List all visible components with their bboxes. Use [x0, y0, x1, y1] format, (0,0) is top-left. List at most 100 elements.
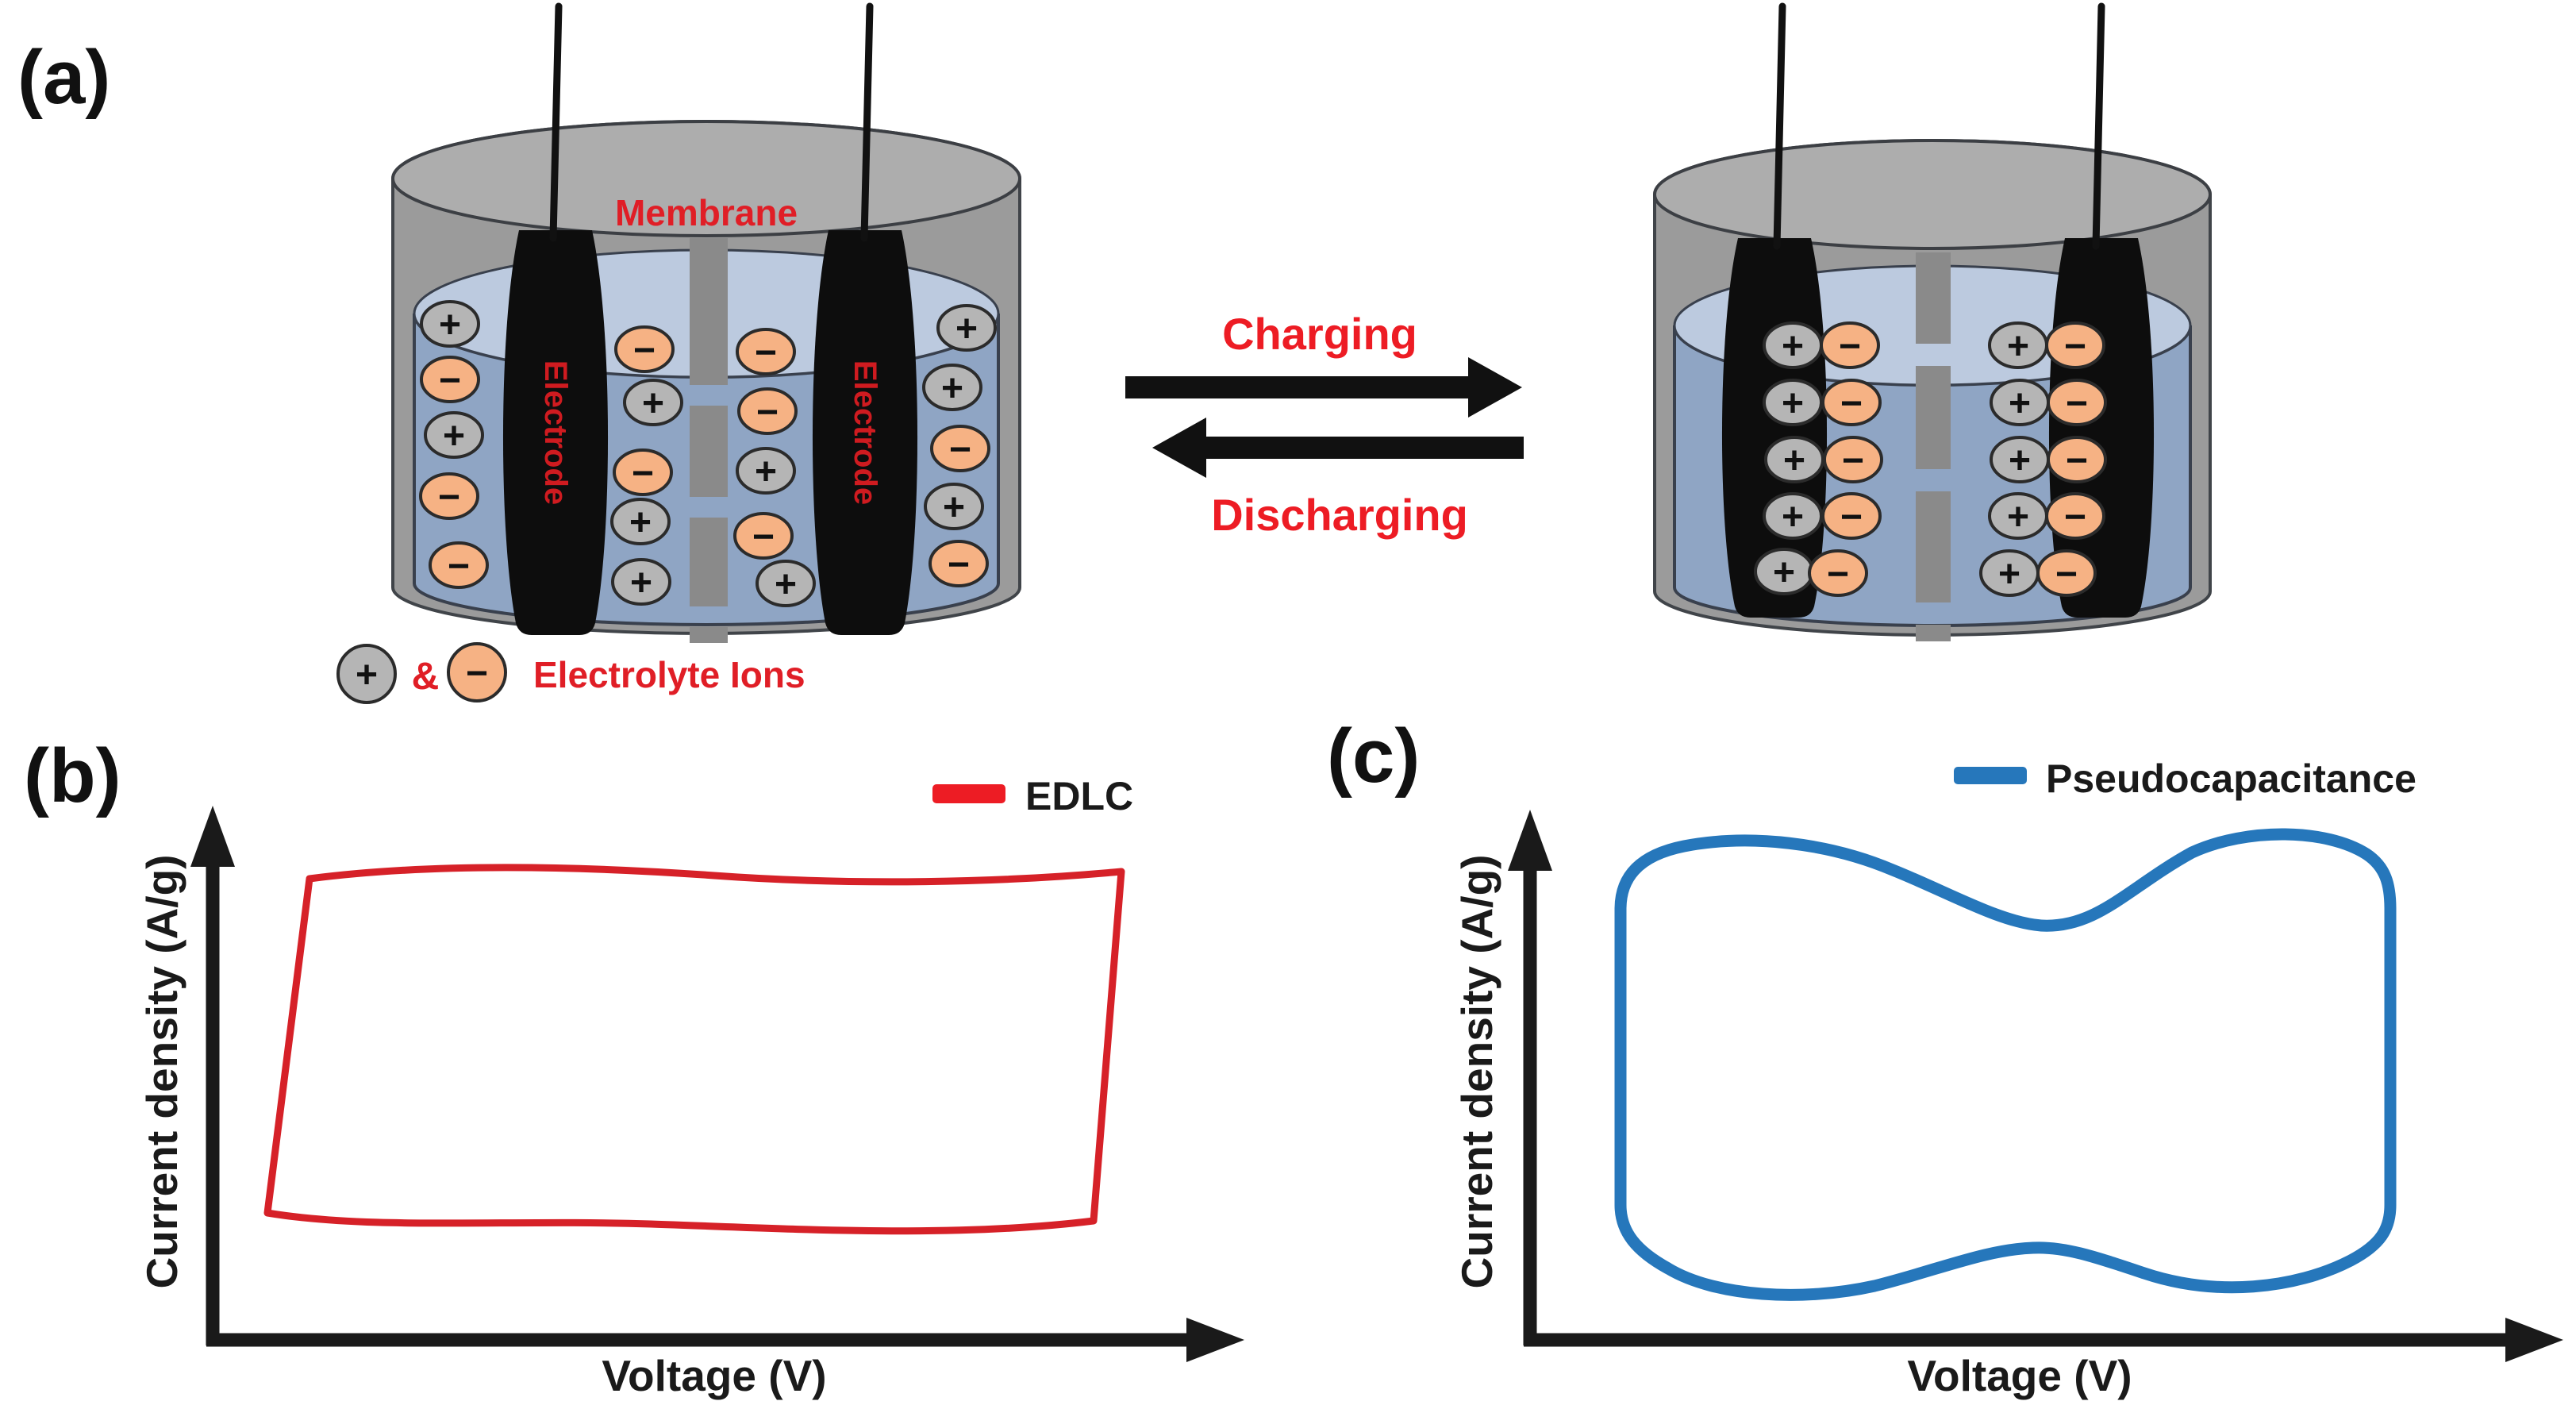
ion-symbol: + — [955, 308, 978, 350]
ion-minus — [1823, 436, 1883, 483]
pseudocapacitance-loop-path — [1614, 828, 2397, 1301]
ion-minus — [736, 328, 796, 375]
ion-minus — [1821, 379, 1882, 426]
edlc-legend-marker-icon — [932, 784, 1005, 803]
ion-plus — [924, 483, 984, 530]
ion-symbol: + — [1773, 552, 1795, 594]
panel-b-legend: EDLC — [932, 774, 1133, 818]
ion-symbol: − — [2064, 496, 2086, 538]
ion-symbol: − — [1840, 496, 1863, 538]
panel-a: (a) Membrane Electrode Electrode +−+−−−+… — [17, 2, 2212, 704]
ion-minus — [1808, 549, 1868, 597]
electrode-right — [812, 230, 918, 635]
ion-symbol: + — [2009, 440, 2031, 482]
ion-symbol: + — [1782, 383, 1804, 425]
right-beaker-ions: + −+ −+ −+ −+ −+ −+ −+ −+ −+ − — [1754, 321, 2107, 597]
ion-symbol: + — [443, 415, 465, 457]
ion-minus — [2036, 549, 2097, 597]
ion-symbol: − — [632, 452, 654, 495]
ion-plus — [424, 411, 484, 459]
panel-c-legend: Pseudocapacitance — [1954, 756, 2416, 801]
ion-symbol: − — [2055, 553, 2078, 595]
ion-plus — [936, 304, 997, 352]
panel-c: (c) Current density (A/g) Voltage (V) Ps… — [1327, 714, 2563, 1400]
electrolyte-ions-legend: + & − Electrolyte Ions — [336, 642, 805, 704]
ion-symbol: + — [1783, 440, 1805, 482]
ion-plus — [420, 300, 480, 348]
ion-symbol: − — [448, 545, 470, 587]
left-beaker-discharged: Membrane Electrode Electrode +−+−−−+−++−… — [391, 2, 1021, 643]
ion-symbol: − — [1827, 553, 1849, 595]
ion-symbol: − — [949, 429, 971, 471]
ion-minus — [1820, 321, 1880, 369]
ion-minus — [930, 425, 990, 472]
charging-arrow-icon — [1125, 357, 1522, 418]
ion-symbol: + — [630, 562, 652, 604]
wire-left — [1773, 2, 1786, 250]
ion-symbol: + — [941, 368, 963, 410]
ampersand: & — [412, 656, 440, 698]
ion-symbol: − — [1840, 383, 1863, 425]
wire-left — [549, 2, 563, 242]
ion-symbol: − — [1842, 440, 1864, 482]
ion-minus — [929, 540, 989, 587]
ion-symbol: − — [2064, 325, 2086, 368]
electrolyte-ions-label: Electrolyte Ions — [533, 654, 805, 695]
edlc-legend-label: EDLC — [1025, 774, 1133, 818]
ion-plus — [755, 560, 816, 607]
ion-minus — [2045, 321, 2105, 369]
electrode-left — [502, 230, 609, 635]
charging-label: Charging — [1222, 309, 1417, 359]
ion-symbol: − — [633, 329, 656, 371]
ion-symbol: − — [2066, 383, 2088, 425]
panel-c-label: (c) — [1327, 714, 1420, 799]
y-axis-label: Current density (A/g) — [137, 855, 186, 1289]
y-axis-label: Current density (A/g) — [1452, 855, 1501, 1289]
ion-minus — [429, 541, 489, 589]
x-axis-label: Voltage (V) — [1907, 1351, 2132, 1400]
membrane-label: Membrane — [615, 192, 798, 233]
electrode-label-right: Electrode — [848, 360, 882, 505]
plus-ion-symbol: + — [356, 654, 378, 696]
panel-b: (b) Current density (A/g) Voltage (V) ED… — [24, 733, 1244, 1400]
ion-plus — [922, 364, 982, 411]
ion-symbol: + — [642, 383, 664, 425]
ion-plus — [623, 379, 683, 426]
x-axis-arrow-icon — [2505, 1318, 2563, 1362]
ion-plus — [610, 498, 671, 545]
ion-symbol: + — [943, 487, 965, 529]
x-axis-arrow-icon — [1186, 1318, 1244, 1362]
left-beaker-ions: +−+−−−+−++−−+−+++−+− — [419, 300, 997, 607]
edlc-loop-path — [263, 864, 1125, 1235]
beaker-lid — [1653, 139, 2212, 250]
ion-symbol: + — [629, 502, 652, 544]
electrode-label-left: Electrode — [538, 360, 573, 505]
charge-arrows: Charging Discharging — [1125, 309, 1524, 540]
x-axis-label: Voltage (V) — [602, 1351, 826, 1400]
ion-minus — [737, 387, 798, 435]
discharging-label: Discharging — [1211, 490, 1468, 540]
ion-symbol: + — [2009, 383, 2031, 425]
ion-symbol: − — [755, 332, 777, 374]
ion-symbol: − — [2066, 440, 2088, 482]
discharging-arrow-icon — [1152, 418, 1524, 478]
y-axis-arrow-icon — [190, 806, 235, 867]
pseudocapacitance-legend-marker-icon — [1954, 767, 2027, 784]
ion-symbol: − — [438, 476, 460, 518]
ion-symbol: − — [752, 516, 775, 558]
panel-a-label: (a) — [17, 35, 110, 120]
minus-ion-icon — [447, 642, 507, 702]
ion-minus — [419, 472, 479, 520]
right-beaker-charged: + −+ −+ −+ −+ −+ −+ −+ −+ −+ − — [1653, 2, 2212, 641]
panel-b-label: (b) — [24, 733, 121, 818]
ion-symbol: − — [1839, 325, 1861, 368]
ion-symbol: + — [775, 564, 797, 606]
ion-minus — [614, 325, 675, 373]
ion-symbol: + — [439, 304, 461, 346]
pseudocapacitance-legend-label: Pseudocapacitance — [2046, 756, 2416, 801]
ion-symbol: + — [1782, 325, 1804, 368]
ion-plus — [611, 558, 671, 606]
ion-minus — [2047, 379, 2107, 426]
